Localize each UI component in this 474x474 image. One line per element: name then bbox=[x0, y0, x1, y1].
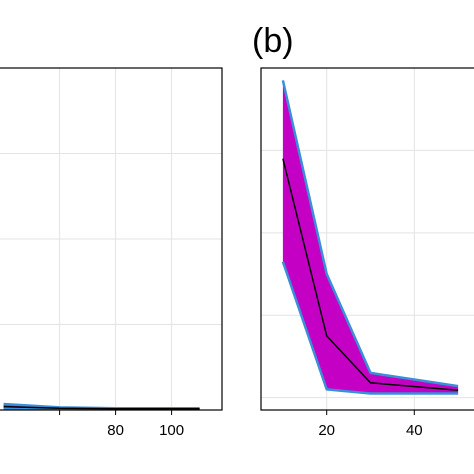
lower-bound-line bbox=[281, 261, 459, 395]
x-tick-label: 100 bbox=[159, 422, 184, 439]
upper-bound-line bbox=[281, 80, 459, 388]
x-tick-label: 40 bbox=[406, 422, 423, 439]
panel-label: (b) bbox=[252, 22, 294, 60]
x-tick-label: 80 bbox=[107, 422, 124, 439]
plot-frame bbox=[260, 67, 474, 411]
x-tick-label: 20 bbox=[318, 422, 335, 439]
mean-line bbox=[3, 405, 200, 410]
panel-b: 20 40 (b) bbox=[252, 22, 474, 439]
mean-line bbox=[282, 158, 459, 391]
plot-frame bbox=[0, 67, 223, 411]
envelope-area bbox=[282, 80, 459, 394]
panel-a: 80 100 bbox=[0, 67, 223, 439]
